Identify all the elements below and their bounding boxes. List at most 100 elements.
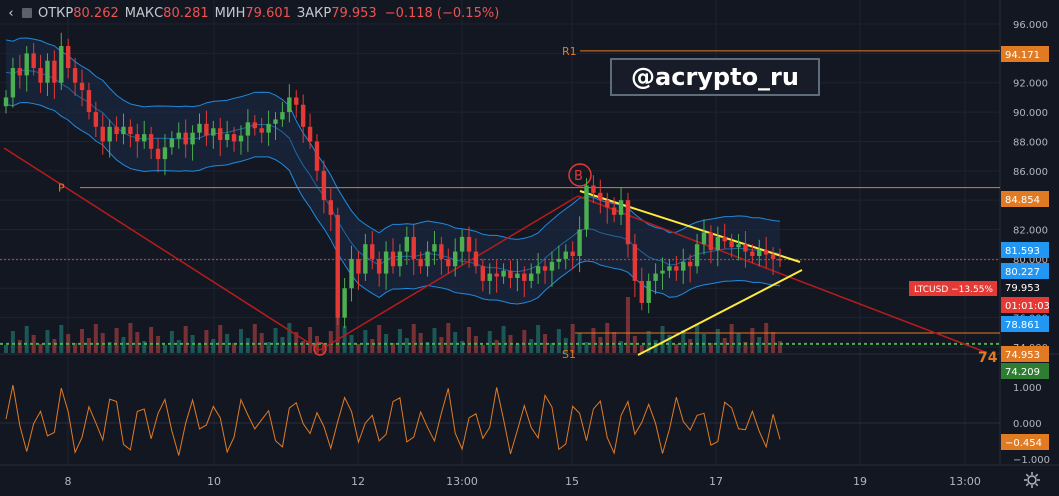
candle-body: [17, 68, 23, 76]
volume-bar: [501, 326, 506, 353]
volume-bar: [708, 343, 713, 353]
candle-body: [148, 134, 154, 149]
candle-body: [52, 60, 57, 83]
price-badge: [1001, 263, 1049, 279]
price-badge-text: 80.227: [1005, 267, 1040, 278]
volume-bar: [80, 329, 85, 353]
candle-body: [245, 122, 251, 136]
volume-bar: [149, 327, 154, 353]
price-badge-text: 81.593: [1005, 246, 1040, 257]
candle-body: [93, 112, 99, 127]
candle-body: [294, 97, 299, 105]
candle-body: [687, 261, 693, 267]
close-label: ЗАКР: [296, 5, 332, 21]
volume-bar: [639, 345, 644, 353]
candle-body: [494, 273, 499, 277]
candle-body: [31, 53, 36, 69]
candle-body: [473, 251, 479, 267]
volume-bar: [660, 326, 665, 353]
candle-body: [660, 270, 665, 274]
volume-bar: [487, 331, 492, 353]
open-label: ОТКР: [38, 5, 74, 21]
volume-bar: [169, 331, 174, 353]
volume-bar: [31, 335, 36, 353]
volume-bar: [425, 342, 430, 353]
price-badge-text: 74.953: [1005, 350, 1040, 361]
volume-bar: [17, 340, 22, 353]
candle-body: [314, 141, 320, 171]
volume-bar: [729, 324, 734, 353]
volume-bar: [308, 327, 313, 353]
candle-body: [522, 273, 527, 281]
volume-bar: [757, 337, 762, 353]
candle-body: [701, 232, 707, 245]
collapse-chevron-icon[interactable]: ‹: [8, 5, 14, 21]
volume-bar: [10, 331, 15, 353]
b-label: B: [574, 169, 583, 184]
candle-body: [266, 123, 271, 133]
volume-bar: [38, 344, 43, 353]
price-badge: [1001, 346, 1049, 362]
triangle-lower-line: [637, 269, 803, 356]
candle-body: [439, 244, 444, 259]
volume-bar: [176, 340, 181, 353]
volume-bar: [328, 331, 333, 353]
candle-body: [224, 134, 230, 140]
volume-bar: [183, 326, 188, 353]
candle-body: [238, 135, 244, 142]
candle-body: [397, 251, 403, 267]
pair-badge: [909, 281, 997, 296]
price-tick-label: 92.000: [1013, 79, 1048, 90]
volume-bar: [494, 340, 499, 353]
candle-body: [404, 236, 410, 252]
oscillator-badge: [1001, 434, 1049, 450]
candle-body: [501, 270, 506, 277]
volume-bar: [142, 341, 147, 353]
candle-body: [750, 251, 755, 256]
open-value: 80.262: [73, 5, 119, 21]
candle-body: [390, 251, 396, 267]
candle-body: [107, 126, 112, 142]
descending-trend-line: [577, 195, 986, 353]
candle-body: [708, 232, 714, 251]
volume-bar: [245, 338, 250, 353]
volume-bar: [743, 342, 748, 353]
price-badge: [1001, 191, 1049, 207]
candle-body: [383, 251, 389, 274]
candle-body: [653, 273, 658, 281]
volume-bar: [715, 329, 720, 353]
candle-body: [715, 236, 721, 251]
volume-bar: [294, 332, 299, 353]
time-tick-label: 15: [565, 475, 579, 488]
candle-body: [10, 68, 16, 98]
price-badge-text: 01:01:03: [1005, 301, 1050, 312]
change-value: −0.118 (−0.15%): [384, 5, 500, 21]
volume-bar: [363, 330, 368, 353]
gear-icon[interactable]: [1023, 471, 1041, 489]
r1-label: R1: [562, 45, 577, 58]
annotations: R1 P S1 B 74: [58, 45, 998, 366]
candle-body: [273, 119, 278, 124]
volume-bar: [162, 345, 167, 353]
ohlc-header: ‹ ОТКР 80.262 МАКС 80.281 МИН 79.601 ЗАКР 79…: [0, 0, 499, 26]
volume-bar: [218, 325, 223, 353]
candle-body: [86, 90, 92, 113]
watermark: @acrypto_ru: [610, 58, 820, 96]
candle-body: [432, 244, 437, 252]
p-label: P: [58, 182, 65, 195]
volume-bar: [45, 330, 50, 353]
b-marker-circle: [568, 163, 592, 187]
price-badge: [1001, 242, 1049, 258]
candle-body: [79, 82, 85, 91]
volume-bar: [24, 326, 29, 353]
descending-trend-line: [3, 147, 321, 351]
volume-bar: [349, 335, 354, 353]
candle-body: [487, 273, 492, 281]
time-tick-label: 19: [853, 475, 867, 488]
candle-body: [667, 266, 672, 271]
volume-bar: [674, 344, 679, 353]
candle-body: [757, 250, 762, 256]
candle-body: [59, 46, 64, 83]
price-tick-label: 80.000: [1013, 255, 1048, 266]
